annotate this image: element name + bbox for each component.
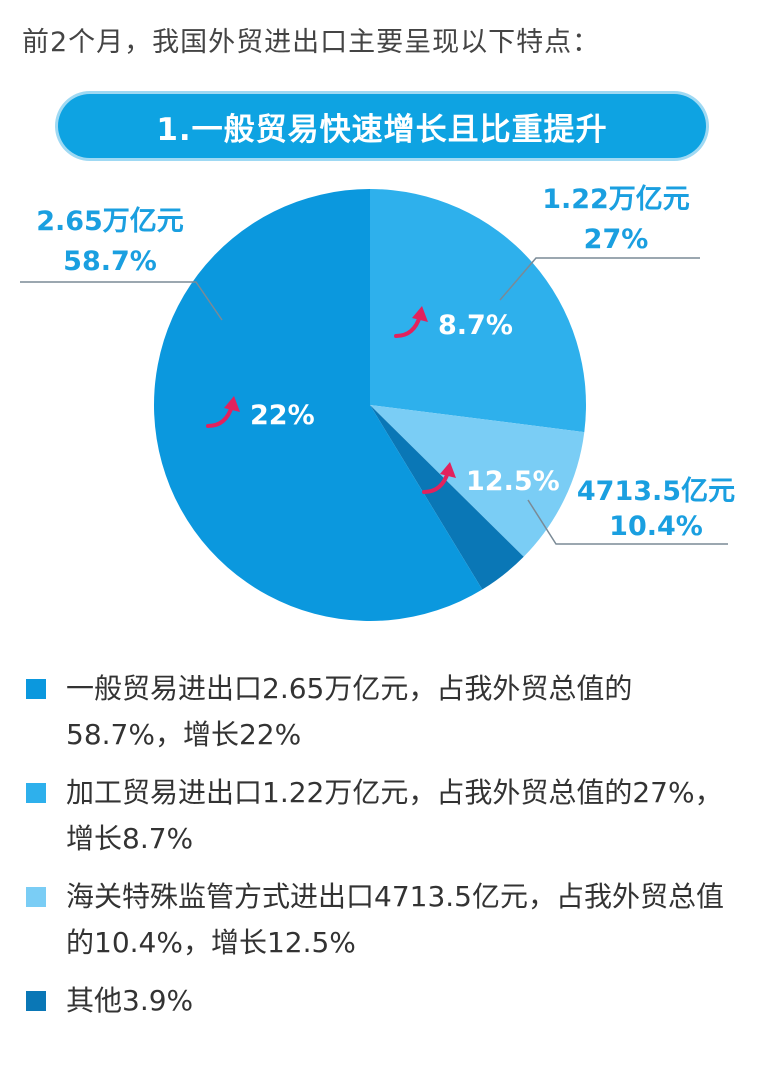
legend-swatch: [26, 783, 46, 803]
legend-swatch: [26, 991, 46, 1011]
callout-value-customs: 4713.5亿元: [577, 476, 735, 507]
pie-slice-other: [370, 405, 524, 590]
legend-item-processing: 加工贸易进出口1.22万亿元，占我外贸总值的27%，增长8.7%: [22, 770, 742, 862]
legend-text: 其他3.9%: [66, 984, 194, 1017]
growth-label-processing: 8.7%: [438, 310, 513, 341]
legend: 一般贸易进出口2.65万亿元，占我外贸总值的58.7%，增长22% 加工贸易进出…: [22, 666, 742, 1036]
pie-chart: 2.65万亿元 58.7% 1.22万亿元 27% 4713.5亿元 10.4% 22% 8.…: [20, 184, 735, 621]
callout-share-customs: 10.4%: [609, 511, 703, 542]
pie-slice-processing: [370, 189, 587, 433]
intro-text: 前2个月，我国外贸进出口主要呈现以下特点：: [22, 27, 601, 58]
legend-text: 一般贸易进出口2.65万亿元，占我外贸总值的58.7%，增长22%: [66, 672, 633, 751]
legend-item-customs: 海关特殊监管方式进出口4713.5亿元，占我外贸总值的10.4%，增长12.5%: [22, 874, 742, 966]
growth-label-general: 22%: [250, 400, 315, 431]
pie-slice-general: [153, 188, 483, 621]
leader-line-general: [20, 281, 223, 321]
pie-slice-customs: [370, 405, 585, 557]
callout-value-processing: 1.22万亿元: [542, 184, 690, 215]
chart-title-banner: 1.一般贸易快速增长且比重提升: [58, 94, 706, 158]
legend-text: 加工贸易进出口1.22万亿元，占我外贸总值的27%，增长8.7%: [66, 776, 723, 855]
legend-swatch: [26, 679, 46, 699]
leader-line-customs: [527, 499, 728, 545]
growth-label-customs: 12.5%: [466, 466, 560, 497]
callout-share-processing: 27%: [584, 224, 649, 255]
legend-item-general: 一般贸易进出口2.65万亿元，占我外贸总值的58.7%，增长22%: [22, 666, 742, 758]
callout-value-general: 2.65万亿元: [36, 206, 184, 237]
callout-share-general: 58.7%: [63, 246, 157, 277]
leader-line-processing: [499, 257, 700, 301]
growth-arrowhead-processing: [412, 306, 428, 322]
legend-swatch: [26, 887, 46, 907]
growth-arrowhead-customs: [440, 462, 456, 478]
legend-text: 海关特殊监管方式进出口4713.5亿元，占我外贸总值的10.4%，增长12.5%: [66, 880, 724, 959]
legend-item-other: 其他3.9%: [22, 978, 742, 1024]
growth-arrowhead-general: [224, 396, 240, 412]
